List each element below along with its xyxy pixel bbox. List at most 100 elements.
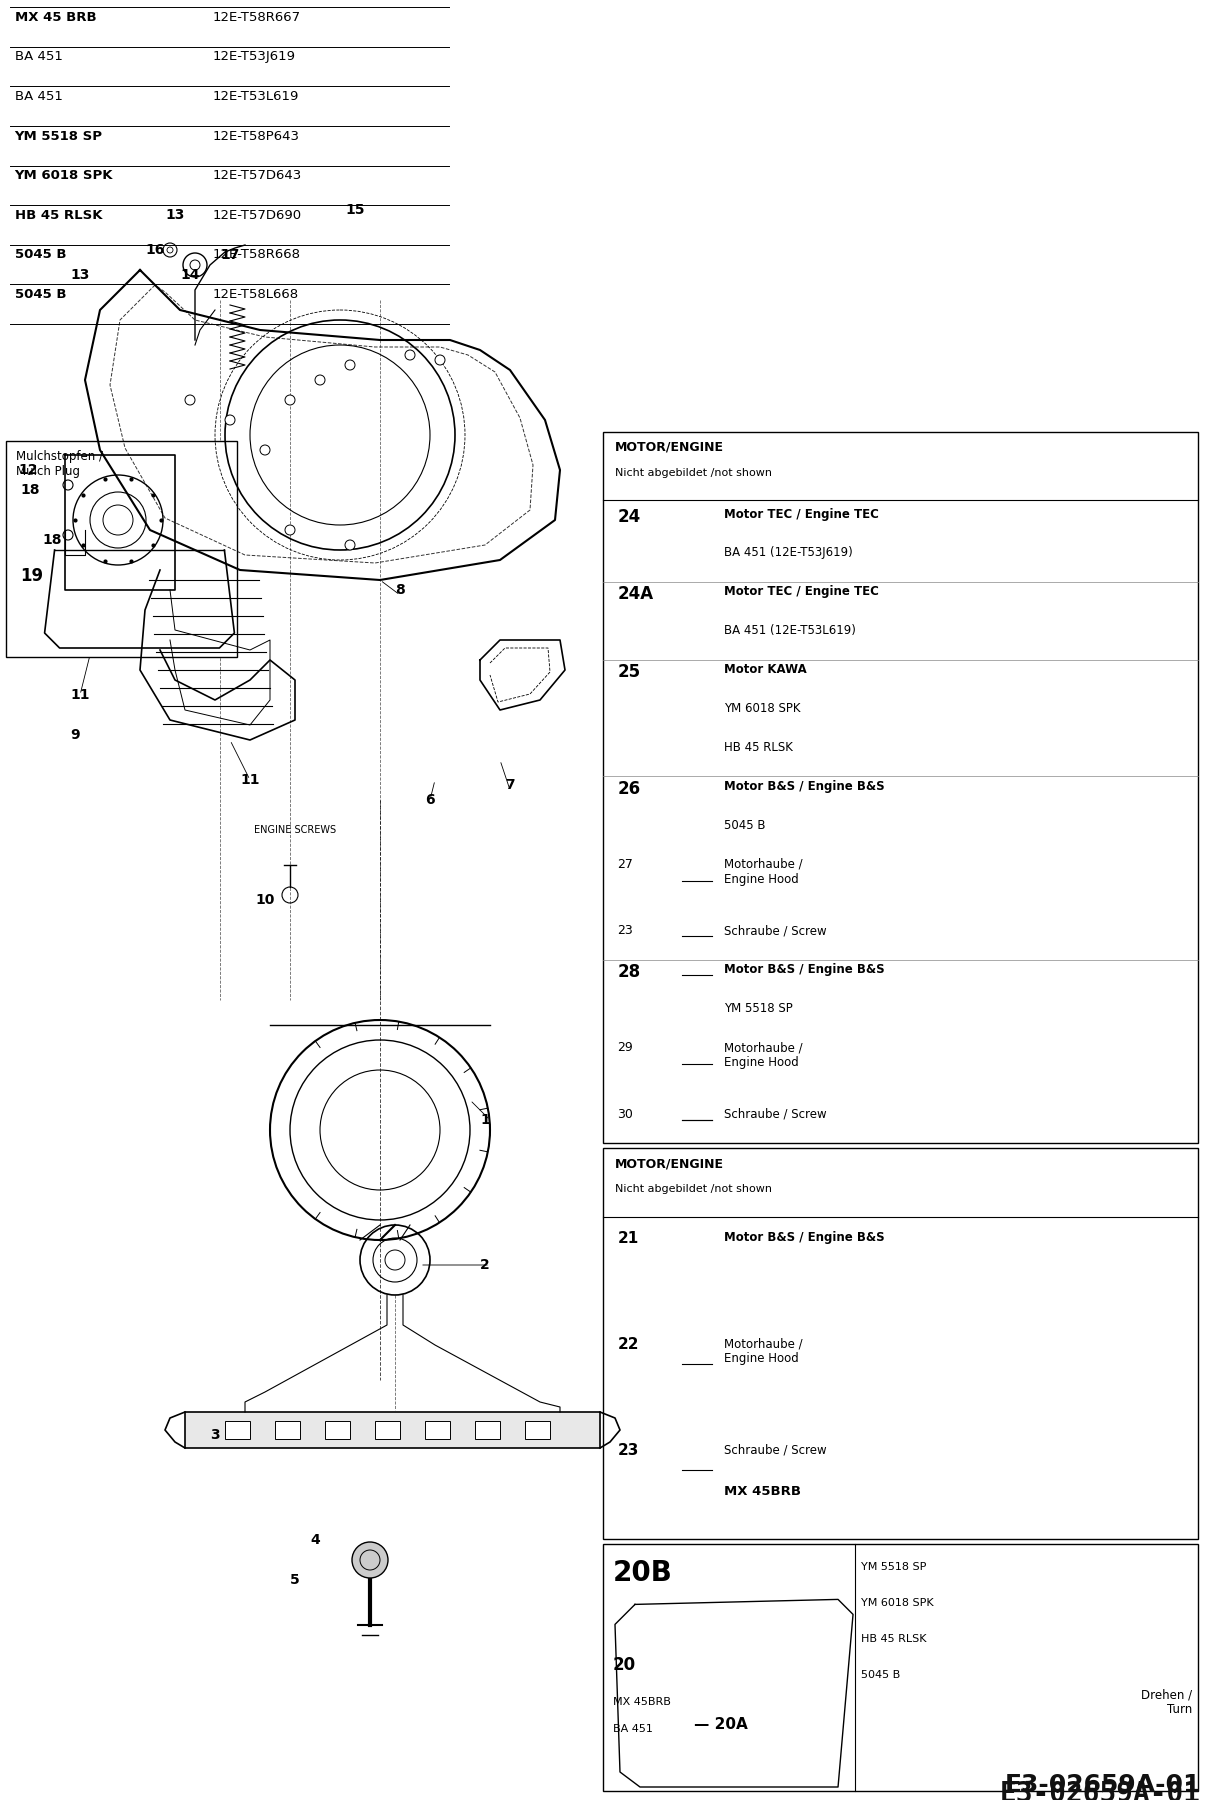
Text: BA 451: BA 451 [613, 1724, 653, 1735]
Text: YM 6018 SPK: YM 6018 SPK [861, 1598, 934, 1609]
Text: Motor B&S / Engine B&S: Motor B&S / Engine B&S [724, 963, 884, 976]
Text: 10: 10 [255, 893, 274, 907]
Bar [275, 1420, 300, 1438]
Text: 12E-T53L619: 12E-T53L619 [212, 90, 298, 103]
Text: Schraube / Screw: Schraube / Screw [724, 1444, 827, 1456]
Text: 12: 12 [18, 463, 38, 477]
Circle shape [405, 349, 415, 360]
Text: 18: 18 [42, 533, 62, 547]
Text: 11: 11 [240, 772, 260, 787]
Text: 23: 23 [617, 925, 633, 938]
Text: 12E-T58P643: 12E-T58P643 [212, 130, 300, 142]
Text: 5045 B: 5045 B [15, 288, 66, 301]
Text: MX 45BRB: MX 45BRB [613, 1697, 671, 1708]
Text: Motorhaube /
Engine Hood: Motorhaube / Engine Hood [724, 1040, 803, 1069]
Text: 17: 17 [221, 248, 240, 263]
Text: 5: 5 [290, 1573, 300, 1588]
Text: Nicht abgebildet /not shown: Nicht abgebildet /not shown [615, 468, 771, 479]
Text: Schraube / Screw: Schraube / Screw [724, 925, 827, 938]
Text: MOTOR/ENGINE: MOTOR/ENGINE [615, 1157, 724, 1170]
Text: 12E-T57D643: 12E-T57D643 [212, 169, 302, 182]
Text: BA 451: BA 451 [15, 90, 62, 103]
Text: 6: 6 [426, 794, 434, 806]
Text: BA 451 (12E-T53J619): BA 451 (12E-T53J619) [724, 547, 853, 560]
Text: 15: 15 [346, 203, 365, 218]
Bar [375, 1420, 400, 1438]
Bar [603, 1148, 1198, 1539]
Bar [186, 1411, 600, 1447]
Text: 8: 8 [395, 583, 405, 598]
Text: Schraube / Screw: Schraube / Screw [724, 1107, 827, 1121]
Text: Motorhaube /
Engine Hood: Motorhaube / Engine Hood [724, 1337, 803, 1364]
Text: 18: 18 [21, 482, 40, 497]
Text: YM 5518 SP: YM 5518 SP [15, 130, 103, 142]
Circle shape [352, 1543, 388, 1579]
Text: 2: 2 [480, 1258, 490, 1273]
Text: 14: 14 [181, 268, 200, 283]
Circle shape [224, 416, 235, 425]
Text: 1: 1 [480, 1112, 490, 1127]
Text: 29: 29 [617, 1040, 633, 1055]
Circle shape [315, 374, 325, 385]
Circle shape [285, 526, 295, 535]
Text: 7: 7 [505, 778, 514, 792]
Circle shape [344, 360, 355, 371]
Text: 4: 4 [311, 1534, 320, 1546]
Text: E3-02659A-01: E3-02659A-01 [1000, 1780, 1201, 1800]
Text: 25: 25 [617, 662, 640, 680]
Text: 30: 30 [617, 1107, 633, 1121]
Circle shape [344, 540, 355, 551]
Text: Motor B&S / Engine B&S: Motor B&S / Engine B&S [724, 1231, 884, 1244]
Text: — 20A: — 20A [694, 1717, 747, 1732]
Text: ENGINE SCREWS: ENGINE SCREWS [254, 824, 336, 835]
Text: 13: 13 [165, 209, 184, 221]
Text: 19: 19 [21, 567, 44, 585]
Text: BA 451 (12E-T53L619): BA 451 (12E-T53L619) [724, 625, 856, 637]
Text: 23: 23 [617, 1444, 639, 1458]
Text: YM 5518 SP: YM 5518 SP [724, 1003, 793, 1015]
Bar [525, 1420, 549, 1438]
Text: 16: 16 [146, 243, 165, 257]
Bar [325, 1420, 351, 1438]
Text: 28: 28 [617, 963, 640, 981]
Text: YM 5518 SP: YM 5518 SP [861, 1562, 927, 1573]
Bar [224, 1420, 250, 1438]
Bar [603, 1544, 1198, 1791]
Text: Motor TEC / Engine TEC: Motor TEC / Engine TEC [724, 508, 879, 520]
Bar [603, 432, 1198, 1143]
Text: HB 45 RLSK: HB 45 RLSK [861, 1634, 927, 1645]
Text: 21: 21 [617, 1231, 639, 1246]
Text: Drehen /
Turn: Drehen / Turn [1141, 1688, 1192, 1717]
Text: 24A: 24A [617, 585, 654, 603]
Text: 12E-T58R668: 12E-T58R668 [212, 248, 301, 261]
Text: Motor KAWA: Motor KAWA [724, 662, 807, 677]
Circle shape [285, 394, 295, 405]
Text: Mulchstopfen /
Mulch Plug: Mulchstopfen / Mulch Plug [16, 450, 103, 479]
Text: 22: 22 [617, 1337, 639, 1352]
Text: 12E-T57D690: 12E-T57D690 [212, 209, 301, 221]
Text: HB 45 RLSK: HB 45 RLSK [15, 209, 102, 221]
Text: Nicht abgebildet /not shown: Nicht abgebildet /not shown [615, 1184, 771, 1195]
Text: YM 6018 SPK: YM 6018 SPK [724, 702, 801, 715]
Text: 12E-T53J619: 12E-T53J619 [212, 50, 295, 63]
Text: MX 45BRB: MX 45BRB [724, 1485, 801, 1498]
Text: 27: 27 [617, 857, 633, 871]
Text: E3-02659A-01: E3-02659A-01 [1004, 1773, 1201, 1796]
Text: 13: 13 [70, 268, 90, 283]
Bar [6, 441, 237, 657]
Text: 12E-T58L668: 12E-T58L668 [212, 288, 298, 301]
Text: BA 451: BA 451 [15, 50, 62, 63]
Text: Motorhaube /
Engine Hood: Motorhaube / Engine Hood [724, 857, 803, 886]
Text: 20B: 20B [613, 1559, 672, 1588]
Text: 3: 3 [210, 1427, 220, 1442]
Text: 5045 B: 5045 B [861, 1670, 900, 1681]
Text: 5045 B: 5045 B [15, 248, 66, 261]
Bar [425, 1420, 450, 1438]
Circle shape [260, 445, 270, 455]
Text: 5045 B: 5045 B [724, 819, 765, 832]
Text: Motor B&S / Engine B&S: Motor B&S / Engine B&S [724, 779, 884, 792]
Bar [475, 1420, 500, 1438]
Text: 9: 9 [70, 727, 80, 742]
Text: 24: 24 [617, 508, 640, 526]
Text: 11: 11 [70, 688, 90, 702]
